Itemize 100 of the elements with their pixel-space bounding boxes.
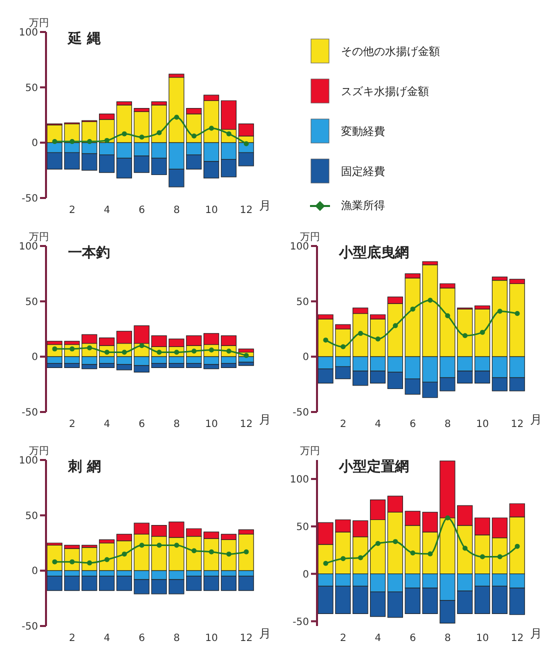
y-tick-label: 0	[32, 138, 38, 150]
y-tick-label: -50	[292, 408, 309, 419]
chart-title: 小型底曳網	[339, 244, 409, 262]
y-tick-label: 0	[32, 566, 38, 578]
y-tick-label: -50	[22, 622, 38, 633]
point	[244, 549, 249, 554]
point	[192, 548, 197, 554]
point	[514, 311, 520, 316]
x-tick-label: 4	[374, 633, 382, 644]
x-tick-label: 8	[444, 419, 451, 430]
x-tick-label: 12	[240, 633, 253, 644]
point	[462, 333, 468, 338]
x-tick-label: 8	[444, 633, 451, 644]
y-tick-label: 50	[25, 296, 38, 308]
x-axis-title: 月	[259, 198, 271, 212]
point	[480, 554, 485, 560]
y-tick-label: 0	[302, 569, 309, 580]
point	[445, 515, 450, 520]
x-tick-label: 6	[138, 419, 145, 430]
x-tick-label: 12	[510, 419, 524, 430]
point	[410, 550, 416, 556]
legend-label: その他の水揚げ金額	[341, 44, 440, 58]
point	[104, 557, 110, 562]
point	[156, 130, 162, 136]
y-tick-label: 50	[296, 296, 309, 308]
legend-label: 変動経費	[341, 124, 385, 138]
legend-label: スズキ水揚げ金額	[341, 84, 429, 98]
point	[122, 131, 127, 136]
point	[139, 134, 144, 140]
x-tick-label: 2	[68, 205, 76, 216]
x-tick-label: 12	[240, 419, 253, 430]
x-tick-label: 10	[205, 419, 218, 430]
chart-title: 刺 網	[68, 458, 101, 476]
point	[392, 323, 398, 328]
point	[226, 552, 232, 557]
y-tick-label: 100	[290, 242, 309, 253]
point	[480, 330, 485, 335]
x-tick-label: 4	[104, 633, 110, 644]
point	[428, 551, 433, 556]
point	[139, 343, 144, 348]
point	[104, 138, 110, 143]
x-tick-label: 2	[340, 633, 346, 644]
point	[208, 126, 214, 131]
x-tick-label: 6	[410, 633, 416, 644]
point	[174, 114, 180, 120]
point	[122, 552, 127, 557]
y-tick-label: -50	[22, 408, 38, 419]
point	[192, 134, 197, 139]
y-tick-label: 50	[25, 510, 38, 522]
y-tick-label: 50	[296, 522, 309, 533]
point	[392, 539, 398, 544]
x-axis-title: 月	[259, 412, 271, 426]
x-tick-label: 4	[104, 419, 110, 430]
x-tick-label: 4	[374, 419, 382, 430]
point	[410, 306, 416, 312]
chart-title: 延 縄	[68, 30, 101, 48]
x-tick-label: 6	[410, 419, 416, 430]
point	[52, 139, 58, 144]
y-axis-title: 万円	[29, 446, 49, 457]
x-tick-label: 12	[240, 205, 253, 216]
x-tick-label: 10	[476, 419, 489, 430]
point	[208, 549, 214, 554]
x-tick-label: 8	[173, 633, 180, 644]
y-tick-label: 100	[18, 28, 38, 39]
y-tick-label: -50	[292, 616, 309, 628]
x-tick-label: 2	[340, 419, 346, 430]
y-axis-title: 万円	[300, 446, 320, 457]
point	[87, 139, 92, 144]
point	[52, 559, 58, 564]
point	[244, 353, 249, 358]
x-tick-label: 10	[476, 633, 489, 644]
x-tick-label: 2	[68, 633, 76, 644]
point	[70, 559, 75, 564]
x-tick-label: 6	[138, 633, 145, 644]
bar	[238, 348, 254, 353]
y-tick-label: 0	[302, 352, 309, 364]
point	[87, 560, 92, 566]
point	[244, 141, 249, 146]
point	[340, 344, 346, 350]
y-tick-label: 100	[290, 474, 309, 486]
point	[323, 338, 328, 343]
point	[514, 544, 520, 549]
point	[462, 546, 468, 551]
point	[428, 298, 433, 303]
x-axis-title: 月	[259, 626, 271, 640]
x-tick-label: 6	[138, 205, 145, 216]
x-tick-label: 4	[104, 205, 110, 216]
point	[375, 540, 380, 546]
point	[156, 542, 162, 548]
point	[497, 554, 502, 560]
legend-label: 固定経費	[341, 164, 385, 178]
y-tick-label: 0	[32, 352, 38, 364]
x-axis-title: 月	[530, 626, 542, 640]
chart-title: 一本釣	[68, 244, 110, 262]
y-axis-title: 万円	[300, 232, 320, 243]
x-tick-label: 10	[205, 205, 218, 216]
y-tick-label: 100	[18, 242, 38, 253]
x-tick-label: 8	[173, 205, 180, 216]
x-tick-label: 8	[173, 419, 180, 430]
x-tick-label: 10	[205, 633, 218, 644]
